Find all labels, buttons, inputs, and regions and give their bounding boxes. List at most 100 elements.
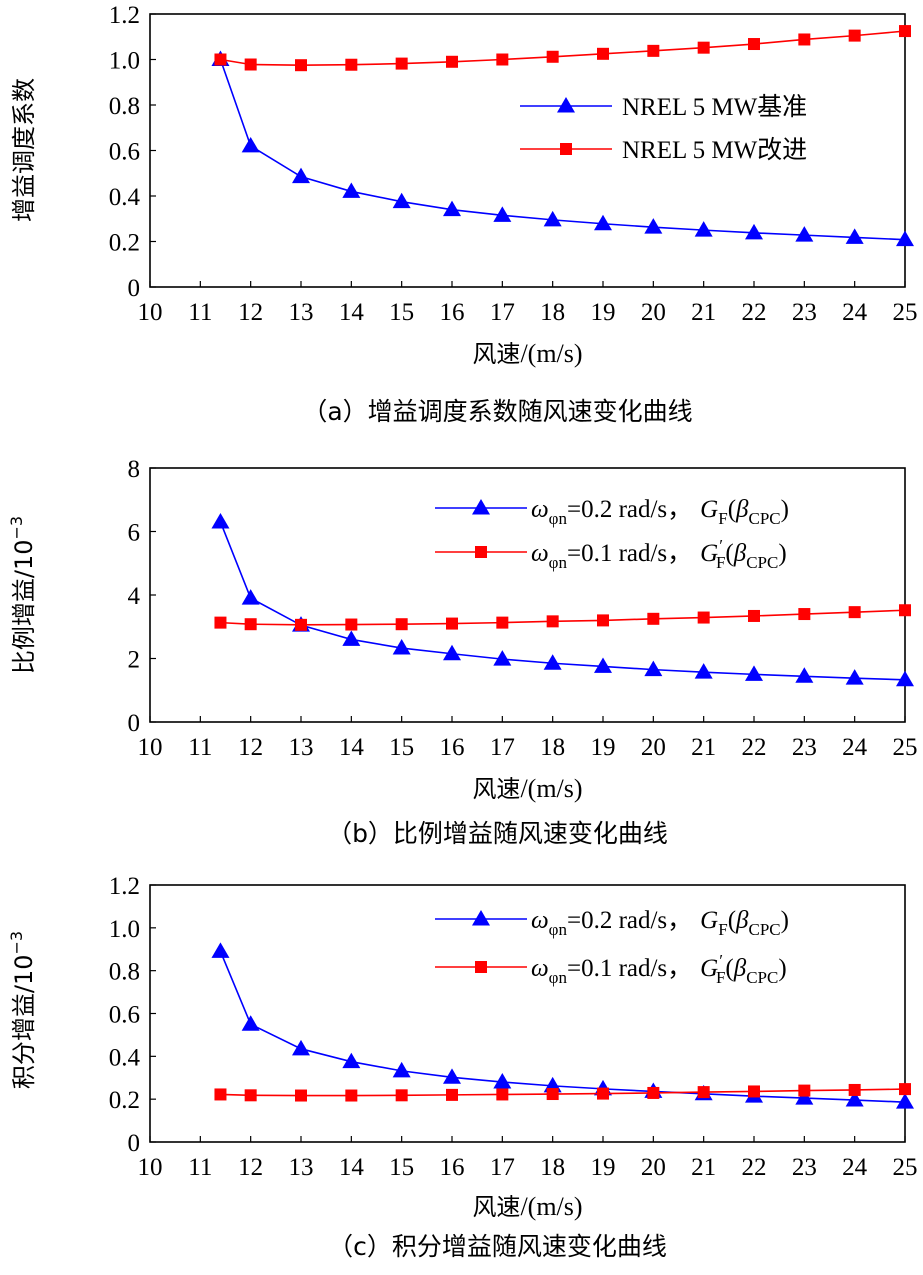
x-tick-label: 20 xyxy=(641,1154,666,1181)
x-tick-label: 11 xyxy=(188,299,212,326)
legend-label: ωφn=0.2 rad/s， GF(βCPC) xyxy=(531,907,789,939)
data-point xyxy=(392,192,411,209)
data-point xyxy=(899,604,911,617)
data-point xyxy=(798,608,811,621)
y-tick-label: 1.0 xyxy=(109,48,140,75)
legend-label: ωφn=0.2 rad/s， GF(βCPC) xyxy=(531,496,789,528)
x-tick-label: 23 xyxy=(792,1154,817,1181)
data-point xyxy=(392,1061,411,1078)
data-point xyxy=(496,1088,509,1101)
data-point xyxy=(546,1088,559,1101)
y-tick-label: 0 xyxy=(128,1130,141,1157)
x-tick-label: 21 xyxy=(691,1154,716,1181)
x-tick-label: 19 xyxy=(591,299,616,326)
data-point xyxy=(345,58,358,71)
data-point xyxy=(211,512,230,529)
data-point xyxy=(345,618,358,631)
data-point xyxy=(594,214,612,231)
y-axis-title-b: 比例增益/10−3 xyxy=(7,516,38,674)
y-tick-label: 0 xyxy=(128,710,141,737)
legend-b: ωφn=0.2 rad/s， GF(βCPC) ωφn=0.1 rad/s， G′ F(… xyxy=(435,496,789,572)
data-point xyxy=(395,618,408,631)
data-point xyxy=(848,29,861,42)
x-tick-label: 25 xyxy=(893,299,918,326)
data-point xyxy=(493,650,512,666)
data-point xyxy=(446,55,458,68)
x-tick-label: 14 xyxy=(339,734,365,761)
x-tick-label: 23 xyxy=(792,299,817,326)
data-point xyxy=(446,617,458,630)
data-point xyxy=(496,53,509,66)
x-tick-label: 13 xyxy=(289,734,314,761)
legend-label: NREL 5 MW基准 xyxy=(622,92,807,121)
x-tick-label: 21 xyxy=(691,734,716,761)
data-point xyxy=(342,1052,361,1069)
data-point xyxy=(446,1088,458,1101)
y-tick-label: 0.8 xyxy=(109,959,140,986)
y-tick-label: 0.2 xyxy=(109,230,140,257)
data-point xyxy=(845,669,864,685)
data-point xyxy=(395,57,408,70)
x-tick-label: 22 xyxy=(742,299,767,326)
data-point xyxy=(292,167,310,184)
x-tick-label: 15 xyxy=(389,1154,414,1181)
x-tick-label: 18 xyxy=(540,1154,565,1181)
y-axis-title-c: 积分增益/10−3 xyxy=(7,931,38,1089)
data-point xyxy=(443,1068,461,1084)
y-tick-label: 0.4 xyxy=(109,1044,141,1071)
data-point xyxy=(644,218,663,234)
data-point xyxy=(295,618,307,631)
data-point xyxy=(694,663,713,679)
data-point xyxy=(745,665,763,681)
series-b-1 xyxy=(214,604,911,631)
data-point xyxy=(647,612,660,625)
data-point xyxy=(493,1073,512,1089)
data-point xyxy=(745,223,763,240)
data-point xyxy=(697,41,710,54)
data-point xyxy=(748,609,760,622)
legend-c: ωφn=0.2 rad/s， GF(βCPC) ωφn=0.1 rad/s， G′ F(… xyxy=(435,907,789,987)
x-tick-label: 16 xyxy=(440,1154,465,1181)
x-tick-label: 10 xyxy=(138,734,163,761)
legend-marker xyxy=(560,143,572,155)
data-point xyxy=(342,630,361,646)
data-point xyxy=(896,670,914,687)
data-point xyxy=(644,660,663,677)
data-point xyxy=(795,226,814,242)
data-point xyxy=(244,1089,257,1102)
y-tick-label: 8 xyxy=(128,456,141,483)
data-point xyxy=(647,44,660,57)
x-tick-label: 24 xyxy=(842,734,868,761)
data-point xyxy=(241,136,260,153)
data-point xyxy=(896,1093,914,1109)
x-tick-label: 15 xyxy=(389,734,414,761)
x-tick-label: 11 xyxy=(188,1154,212,1181)
data-point xyxy=(241,589,260,605)
data-point xyxy=(345,1089,358,1102)
data-point xyxy=(845,1091,864,1107)
legend-label: NREL 5 MW改进 xyxy=(622,135,807,164)
data-point xyxy=(748,1085,760,1098)
y-tick-label: 1.0 xyxy=(109,916,140,943)
data-point xyxy=(214,1088,227,1101)
data-point xyxy=(848,1083,861,1096)
legend-label: ωφn=0.1 rad/s， G′ F(βCPC) xyxy=(531,536,787,572)
data-point xyxy=(214,53,227,66)
x-tick-label: 17 xyxy=(490,299,515,326)
x-tick-label: 19 xyxy=(591,734,616,761)
data-point xyxy=(244,58,257,71)
data-point xyxy=(798,1084,811,1097)
x-tick-label: 12 xyxy=(238,299,263,326)
x-tick-label: 18 xyxy=(540,299,565,326)
data-point xyxy=(395,1089,408,1102)
data-point xyxy=(694,221,713,237)
x-tick-label: 23 xyxy=(792,734,817,761)
data-point xyxy=(342,182,361,198)
caption-c: （c）积分增益随风速变化曲线 xyxy=(328,1232,667,1261)
data-point xyxy=(697,611,710,624)
x-tick-label: 11 xyxy=(188,734,212,761)
x-tick-label: 25 xyxy=(893,734,918,761)
data-point xyxy=(899,25,911,38)
data-point xyxy=(546,615,559,628)
data-point xyxy=(214,616,227,629)
